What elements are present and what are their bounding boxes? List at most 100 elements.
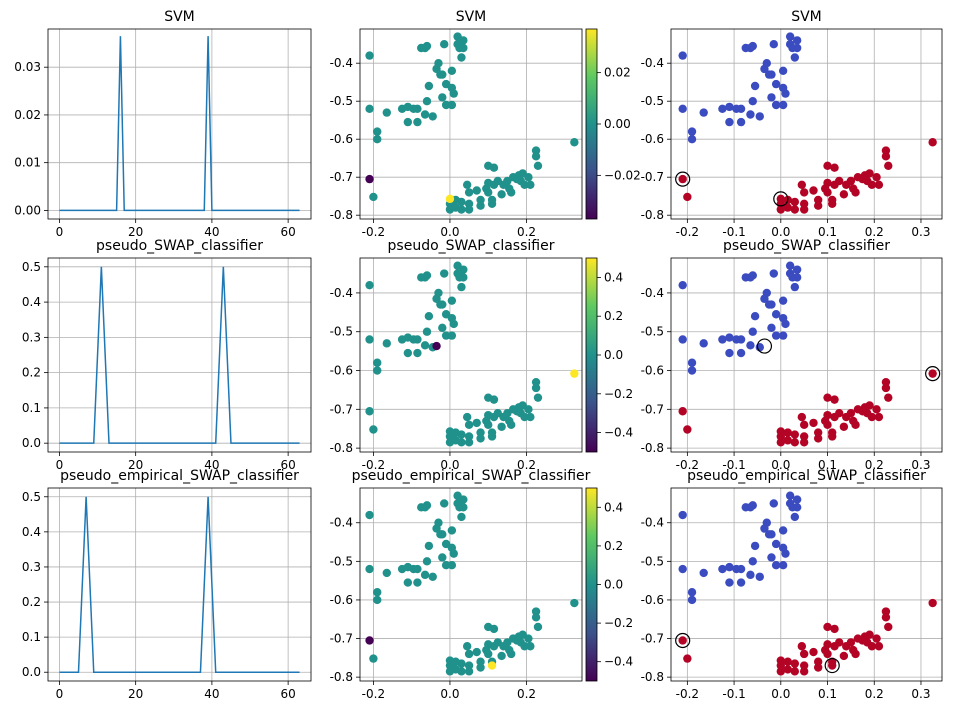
scatter-point-class-b [851,649,860,659]
scatter-point [365,51,374,60]
y-tick-label: -0.5 [330,554,353,568]
scatter-point [457,430,466,439]
x-tick-label: 60 [280,458,295,472]
scatter-point [457,438,466,447]
panel-title: pseudo_empirical_SWAP_classifier [352,468,591,484]
scatter-point [524,173,533,182]
x-tick-label: 20 [128,225,143,239]
scatter-point-class-a [678,104,687,114]
scatter-point-class-b [928,369,937,378]
scatter-point-class-b [867,642,877,651]
scatter-point [403,348,413,358]
panel-r1c2: -0.2 -0.1 0.0 0.1 0.2 0.3 -0.4 -0.5 -0.6 -0.7 -0.8… [641,238,943,472]
x-tick-label: 0.2 [517,225,536,239]
scatter-point-class-b [874,642,884,651]
scatter-point-class-b [813,663,823,672]
scatter-point-class-a [736,564,746,574]
scatter-point-class-b [790,197,800,207]
scatter-point-class-a [746,110,755,119]
scatter-point-class-a [718,564,727,574]
scatter-point-class-a [725,117,734,127]
scatter-point-class-a [790,53,800,62]
scatter-point [365,104,374,114]
x-tick-label: -0.2 [362,687,385,701]
scatter-point-class-a [748,501,757,510]
axes-frame [359,257,583,453]
scatter-point-class-b [776,205,786,214]
x-tick-label: 0.0 [771,458,790,472]
scatter-point-class-b [823,178,832,188]
scatter-point-class-b [881,383,891,393]
scatter-point-class-a [725,333,734,342]
scatter-point-class-a [762,59,771,68]
scatter-point [459,495,468,504]
scatter-point-class-b [783,657,793,666]
scatter-point-class-a [725,102,734,112]
scatter-point-class-a [792,36,802,45]
x-tick-label: -0.2 [362,225,385,239]
scatter-point-class-b [830,624,839,634]
scatter-point-class-a [767,553,776,562]
scatter-point-class-a [687,588,697,597]
scatter-point-class-a [748,97,757,106]
scatter-point [524,405,533,414]
scatter-point [422,271,432,280]
scatter-point [476,428,485,437]
scatter-point-class-b [790,659,800,668]
scatter-point [457,53,466,62]
scatter-point-class-b [790,430,800,439]
panel-title: SVM [164,9,195,25]
scatter-point [369,654,378,663]
panel-r0c2: -0.2 -0.1 0.0 0.1 0.2 0.3 -0.4 -0.5 -0.6 -0.7 -0.8… [641,9,943,239]
y-tick-label: -0.7 [641,402,664,416]
scatter-point-class-a [771,331,781,340]
scatter-point [438,553,447,562]
scatter-point [413,578,422,587]
colorbar-tick-label: 0.4 [604,500,623,514]
x-tick-label: 0 [56,225,64,239]
scatter-point [459,36,468,45]
y-tick-label: -0.8 [641,208,664,222]
x-tick-label: 40 [204,458,219,472]
x-tick-label: -0.1 [722,458,745,472]
scatter-point-class-b [797,412,807,422]
scatter-point-class-a [687,135,697,144]
scatter-point [506,649,516,659]
y-tick-label: 0.2 [22,366,41,380]
scatter-point-class-b [865,401,874,410]
scatter-point-class-a [699,339,708,348]
scatter-point-class-b [809,418,818,428]
scatter-point [365,564,374,574]
scatter-point [506,188,516,197]
panel-title: pseudo_empirical_SWAP_classifier [687,468,926,484]
scatter-point [457,512,466,522]
scatter-point-class-a [755,343,764,352]
y-tick-label: -0.6 [641,132,664,146]
y-tick-label: -0.4 [330,56,353,70]
x-tick-label: -0.2 [676,687,699,701]
y-tick-label: -0.8 [330,670,353,684]
scatter-point-class-b [813,201,823,210]
scatter-point-class-a [678,280,687,290]
scatter-point-class-a [790,282,800,292]
scatter-point-class-b [790,667,800,676]
scatter-point [464,438,474,447]
scatter-point-class-b [839,190,849,199]
support-vector-ring [773,191,789,207]
x-tick-label: 60 [280,687,295,701]
panel-title: SVM [456,9,487,25]
y-tick-label: 0.0 [22,436,41,450]
x-tick-label: 0.3 [911,225,930,239]
scatter-point [520,412,529,422]
y-tick-label: -0.8 [330,208,353,222]
scatter-point-class-b [799,661,809,670]
panel-r1c0: 0 20 40 60 0.0 0.1 0.2 0.3 0.4 0.5 pseudo_SWAP_cla… [22,238,312,472]
scatter-point-class-a [792,503,802,512]
scatter-point-class-a [699,108,708,117]
scatter-point-class-b [783,665,793,674]
x-tick-label: 0.0 [440,225,459,239]
colorbar-fill [586,258,597,452]
panel-r0c0: 0 20 40 60 0.00 0.01 0.02 0.03 SVM [14,9,312,239]
scatter-point [420,570,430,580]
scatter-point-class-b [809,186,818,195]
